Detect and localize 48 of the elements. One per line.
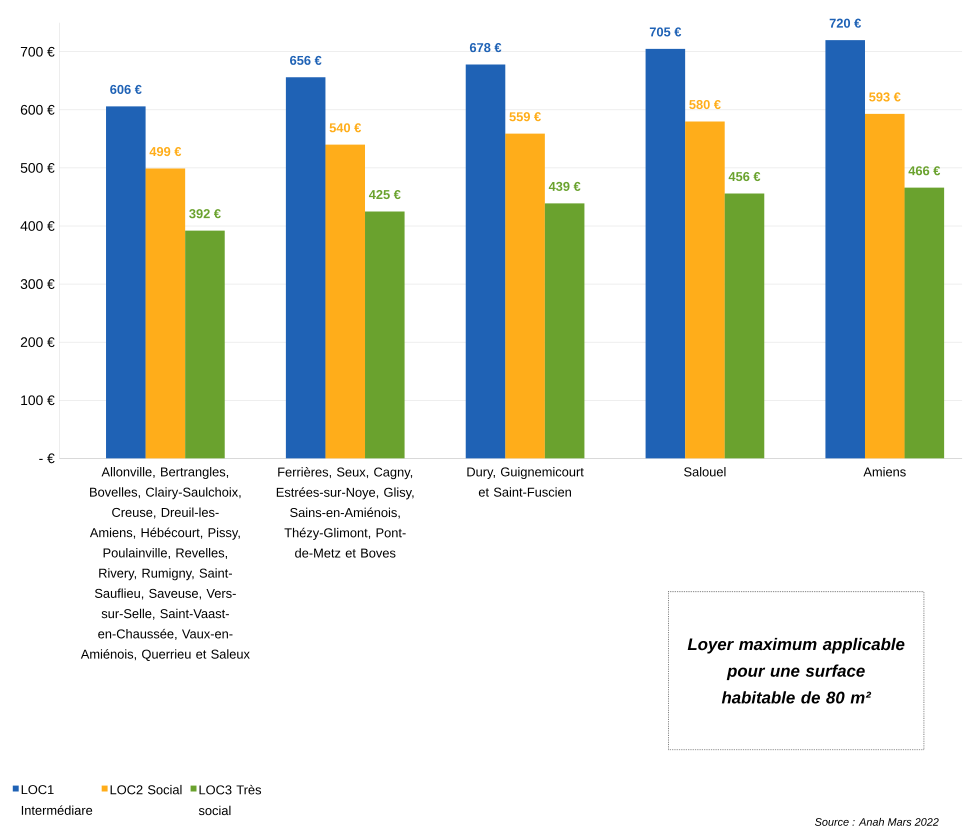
legend-label: LOC2 Social xyxy=(110,785,182,794)
data-label: 656 € xyxy=(290,56,322,66)
data-label: 705 € xyxy=(650,28,682,37)
legend-label: LOC3 Très social xyxy=(198,784,262,816)
bar xyxy=(286,77,326,458)
bar xyxy=(505,134,545,458)
bar xyxy=(466,64,506,458)
data-label: 540 € xyxy=(330,123,362,132)
y-tick-label: 700 € xyxy=(20,47,55,57)
bar xyxy=(544,204,584,458)
bar xyxy=(146,168,186,458)
bar xyxy=(724,194,764,458)
bar xyxy=(904,188,944,458)
data-label: 456 € xyxy=(728,172,760,182)
bar xyxy=(864,114,905,458)
bar xyxy=(646,49,686,458)
bar xyxy=(325,144,366,458)
bar xyxy=(685,122,725,458)
data-label: 580 € xyxy=(689,100,721,110)
text: Loyer maximum applicable pour une surface habitable de 80 m² xyxy=(688,638,904,704)
data-label: 439 € xyxy=(548,182,580,192)
x-tick-label: Dury, Guignemicourt et Saint-Fuscien xyxy=(467,467,584,497)
y-tick-label: 300 € xyxy=(20,279,55,290)
data-label: 720 € xyxy=(830,18,862,28)
x-tick-label: Salouel xyxy=(684,467,726,477)
y-tick-label: 400 € xyxy=(20,221,55,232)
bar xyxy=(825,40,865,458)
category-label: Allonville, Bertrangles, Bovelles, Clairy-Saulchoix, Creuse, Dreuil-les-Amiens, Hébécourt, Pissy, Poulainville, Revelles, Rivery, Rumigny, Saint-Sauflieu, Saveuse, Vers-sur-Selle, Saint-Vaast-en-Chaussée, Vaux-en-Amiénois, Querrieu et Saleux xyxy=(80,467,250,662)
y-tick-label: 200 € xyxy=(20,337,55,348)
source-note: Source : Anah Mars 2022 xyxy=(814,818,939,826)
data-label: 499 € xyxy=(150,147,182,156)
x-tick-label: Ferrières, Seux, Cagny, Estrées-sur-Noye, Glisy, Sains-en-Amiénois, Thézy-Glimont, Pont-de-Metz et Boves xyxy=(276,467,414,558)
data-label: 678 € xyxy=(470,43,502,52)
y-tick-label: - € xyxy=(39,454,55,464)
data-label: 606 € xyxy=(110,85,142,94)
bar xyxy=(185,230,225,458)
data-label: 392 € xyxy=(189,209,221,218)
x-tick-label: Amiens xyxy=(863,467,906,477)
legend-label: LOC1 Intermédiare xyxy=(22,785,92,816)
y-tick-label: 100 € xyxy=(21,395,55,406)
bar xyxy=(365,212,405,458)
data-label: 425 € xyxy=(368,190,401,200)
y-tick-label: 500 € xyxy=(20,163,55,173)
bar xyxy=(106,106,146,458)
data-label: 559 € xyxy=(509,112,541,122)
data-label: 466 € xyxy=(908,166,940,176)
y-tick-label: 600 € xyxy=(20,105,55,115)
data-label: 593 € xyxy=(869,92,901,102)
